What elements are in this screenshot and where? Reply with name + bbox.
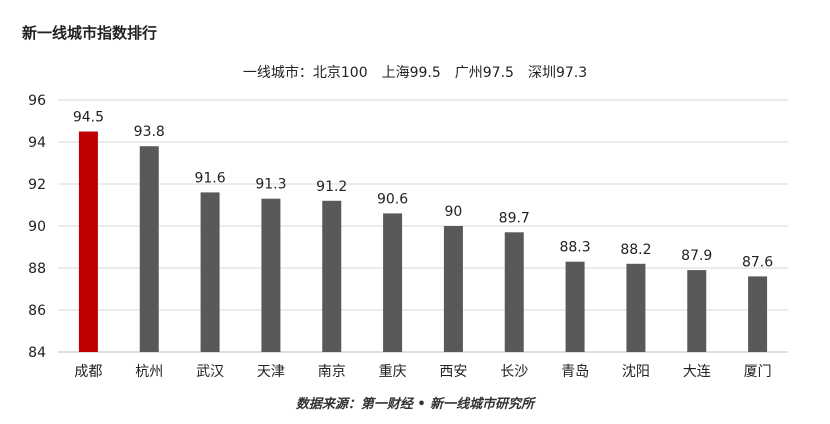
- data-label: 93.8: [134, 124, 165, 140]
- data-labels: 94.5 93.8 91.6 91.3 91.2 90.6 90 89.7 88.3 88.2 87…: [73, 110, 773, 271]
- y-tick-label: 88: [28, 261, 46, 277]
- category-label: 西安: [439, 364, 467, 380]
- data-label: 89.7: [499, 210, 530, 226]
- y-tick-label: 96: [28, 93, 46, 109]
- category-label: 天津: [257, 364, 285, 380]
- data-label: 88.2: [620, 242, 651, 258]
- bar-3: [261, 198, 281, 352]
- data-label: 88.3: [559, 240, 590, 256]
- bar-1: [139, 146, 159, 352]
- y-tick-label: 92: [28, 177, 46, 193]
- y-axis-ticks: 84 86 88 90 92 94 96: [28, 93, 46, 361]
- y-tick-label: 86: [28, 303, 46, 319]
- category-label: 厦门: [744, 364, 772, 380]
- bar-10: [687, 270, 707, 352]
- category-label: 武汉: [196, 364, 224, 380]
- y-tick-label: 90: [28, 219, 46, 235]
- data-label: 91.2: [316, 179, 347, 195]
- category-label: 成都: [74, 364, 102, 380]
- x-axis-categories: 成都 杭州 武汉 天津 南京 重庆 西安 长沙 青岛 沈阳 大连 厦门: [74, 364, 771, 380]
- chart-title: 新一线城市指数排行: [22, 24, 158, 42]
- data-label: 94.5: [73, 110, 104, 126]
- data-label: 90: [445, 204, 463, 220]
- data-label: 91.6: [194, 170, 225, 186]
- category-label: 青岛: [561, 364, 589, 380]
- category-label: 重庆: [379, 364, 407, 380]
- bar-5: [383, 213, 403, 352]
- bar-11: [748, 276, 768, 352]
- data-label: 91.3: [255, 177, 286, 193]
- gridlines: [58, 99, 788, 353]
- data-label: 90.6: [377, 191, 408, 207]
- bar-0: [78, 131, 98, 352]
- category-label: 长沙: [500, 364, 528, 380]
- data-label: 87.9: [681, 248, 712, 264]
- bar-7: [504, 232, 524, 352]
- category-label: 沈阳: [622, 364, 650, 380]
- data-source-note: 数据来源：第一财经 • 新一线城市研究所: [295, 397, 535, 412]
- bar-6: [443, 226, 463, 352]
- bar-9: [626, 263, 646, 352]
- data-label: 87.6: [742, 254, 773, 270]
- bar-8: [565, 261, 585, 352]
- bar-4: [322, 200, 342, 352]
- chart-subtitle: 一线城市：北京100 上海99.5 广州97.5 深圳97.3: [242, 65, 588, 81]
- category-label: 大连: [683, 364, 711, 380]
- category-label: 杭州: [135, 364, 163, 380]
- category-label: 南京: [318, 364, 346, 380]
- y-tick-label: 84: [28, 345, 46, 361]
- bars: [78, 131, 768, 352]
- y-tick-label: 94: [28, 135, 46, 151]
- bar-2: [200, 192, 220, 352]
